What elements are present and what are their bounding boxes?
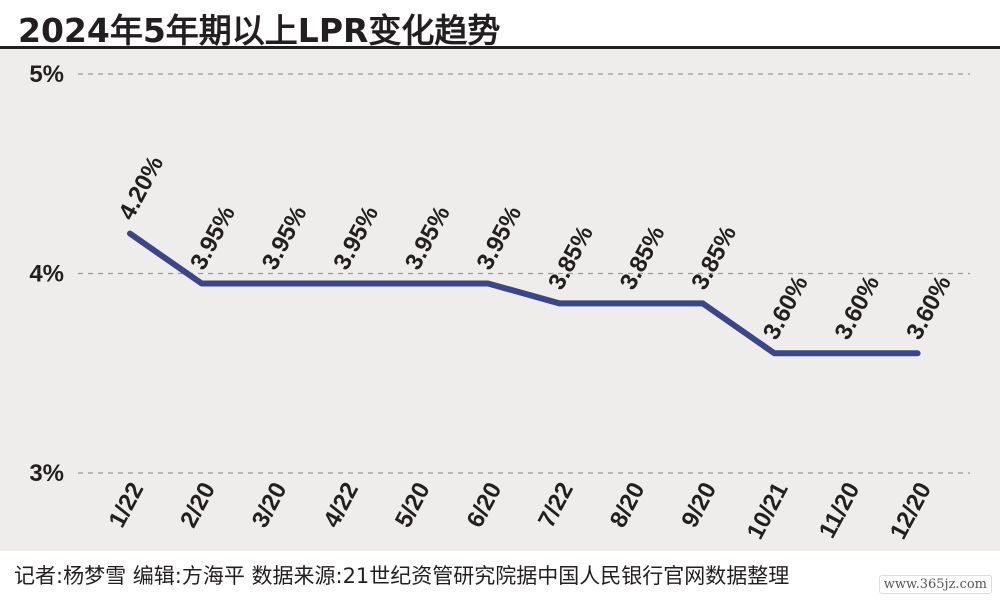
title-divider [0, 46, 1000, 49]
source-note: 记者:杨梦雪 编辑:方海平 数据来源:21世纪资管研究院据中国人民银行官网数据整… [14, 564, 790, 588]
data-point [415, 282, 418, 285]
data-label: 3.95% [328, 202, 384, 275]
y-tick-label: 5% [29, 61, 64, 88]
x-tick-label: 11/20 [814, 478, 865, 543]
data-point [272, 282, 275, 285]
data-label: 3.85% [615, 221, 671, 294]
x-tick-label: 7/22 [533, 478, 579, 532]
series-line-group [127, 230, 921, 357]
x-axis-tick-labels: 1/22 2/20 3/20 4/22 5/20 6/20 7/22 8/20 9/20 10/2… [104, 478, 937, 544]
data-point [701, 302, 704, 305]
x-tick-label: 3/20 [247, 478, 293, 532]
y-tick-label: 4% [29, 261, 64, 288]
x-tick-label: 2/20 [175, 478, 221, 532]
data-label: 3.60% [829, 271, 885, 344]
data-label: 3.95% [400, 202, 456, 275]
x-tick-label: 8/20 [605, 478, 651, 532]
data-label: 3.85% [686, 221, 742, 294]
data-label: 3.95% [257, 202, 313, 275]
data-labels: 4.20% 3.95% 3.95% 3.95% 3.95% 3.95% 3.85% 3.85%… [113, 152, 956, 344]
data-label: 3.60% [901, 271, 957, 344]
plot-area [0, 49, 1000, 551]
watermark: www.365jz.com [878, 575, 992, 594]
data-label: 3.85% [543, 221, 599, 294]
x-tick-label: 4/22 [318, 478, 364, 532]
data-label: 3.95% [185, 202, 241, 275]
y-tick-label: 3% [29, 460, 64, 487]
x-tick-label: 10/21 [742, 478, 794, 544]
x-tick-label: 5/20 [390, 478, 436, 532]
data-point [845, 352, 847, 355]
x-tick-label: 6/20 [462, 478, 508, 532]
data-label: 3.95% [471, 202, 527, 275]
x-tick-label: 12/20 [885, 478, 937, 544]
series-line [127, 230, 921, 357]
data-label: 4.20% [113, 152, 169, 225]
data-point [129, 232, 131, 235]
data-point [343, 282, 346, 285]
gridlines [78, 73, 970, 474]
data-point [630, 302, 633, 305]
data-point [916, 352, 919, 355]
x-tick-label: 1/22 [104, 478, 150, 532]
data-point [558, 302, 561, 305]
data-point [200, 282, 203, 285]
data-label: 3.60% [758, 271, 814, 344]
chart-title: 2024年5年期以上LPR变化趋势 [18, 11, 501, 50]
y-axis-tick-labels: 3% 4% 5% [29, 61, 64, 487]
x-tick-label: 9/20 [676, 478, 722, 532]
data-point [487, 282, 489, 285]
data-point [773, 352, 776, 355]
